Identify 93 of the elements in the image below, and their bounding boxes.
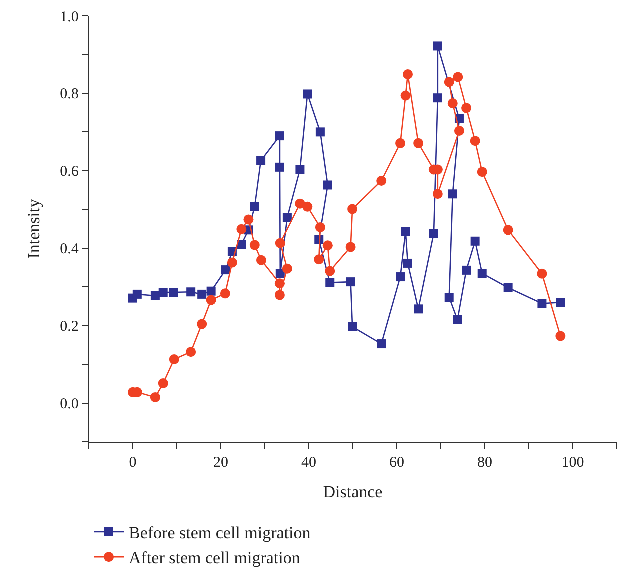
point xyxy=(132,290,142,299)
point xyxy=(377,340,386,349)
point xyxy=(429,229,438,238)
point xyxy=(396,272,406,282)
point xyxy=(150,392,160,402)
point xyxy=(169,354,180,365)
x-tick-label: 20 xyxy=(214,455,228,472)
point xyxy=(250,202,260,212)
point xyxy=(158,378,168,389)
point xyxy=(275,162,284,172)
point xyxy=(414,304,424,314)
point xyxy=(404,258,412,268)
point xyxy=(504,283,513,292)
point xyxy=(325,266,336,276)
point xyxy=(158,288,168,298)
point xyxy=(478,269,487,278)
x-tick-label: 80 xyxy=(478,455,492,472)
point xyxy=(444,77,454,88)
point xyxy=(169,288,178,298)
point xyxy=(198,290,207,299)
point xyxy=(477,167,488,178)
point xyxy=(376,176,387,186)
point xyxy=(462,266,472,275)
point xyxy=(503,225,514,236)
point xyxy=(302,202,313,212)
point xyxy=(244,214,254,225)
point xyxy=(236,224,247,234)
point xyxy=(274,290,285,300)
point xyxy=(346,278,356,287)
point xyxy=(432,189,443,200)
point xyxy=(150,292,160,300)
point xyxy=(396,138,406,148)
y-tick-label: 0.8 xyxy=(60,86,79,103)
point xyxy=(433,94,442,103)
point xyxy=(282,264,292,274)
point xyxy=(256,156,266,166)
point xyxy=(282,213,292,222)
point xyxy=(453,316,462,325)
point xyxy=(470,236,480,246)
point xyxy=(197,319,208,330)
y-tick-label: 1.0 xyxy=(60,9,79,26)
point xyxy=(433,42,442,51)
point xyxy=(250,240,260,250)
point xyxy=(401,227,410,236)
point xyxy=(403,69,413,80)
point xyxy=(400,90,411,101)
point xyxy=(348,322,358,332)
y-tick-label: 0.4 xyxy=(60,242,80,258)
point xyxy=(556,331,566,342)
point xyxy=(454,126,464,136)
point xyxy=(538,299,547,308)
point xyxy=(274,278,285,289)
x-tick-label: 100 xyxy=(562,455,584,472)
point xyxy=(462,103,472,114)
point xyxy=(537,268,548,279)
point xyxy=(227,258,238,268)
point xyxy=(322,240,333,251)
x-tick-label: 60 xyxy=(390,455,404,472)
point xyxy=(326,278,335,288)
legend-label: Before stem cell migration xyxy=(129,524,312,543)
point xyxy=(256,255,266,266)
point xyxy=(314,254,324,265)
x-tick-label: 0 xyxy=(129,455,137,472)
point xyxy=(186,288,196,297)
x-tick-label: 40 xyxy=(302,455,316,472)
point xyxy=(221,266,230,275)
y-tick-label: 0.0 xyxy=(60,396,79,413)
y-tick-label: 0.6 xyxy=(60,164,80,180)
point xyxy=(414,138,424,148)
y-tick-label: 0.2 xyxy=(60,319,79,336)
point xyxy=(276,269,285,278)
point xyxy=(303,90,312,99)
point xyxy=(186,347,196,358)
point xyxy=(348,204,358,214)
y-axis-title: Intensity xyxy=(24,198,44,259)
point xyxy=(275,132,284,141)
point xyxy=(448,190,458,199)
point xyxy=(556,298,566,308)
x-axis-title: Distance xyxy=(323,482,383,502)
point xyxy=(206,295,216,306)
legend-label: After stem cell migration xyxy=(129,548,301,568)
point xyxy=(448,98,458,109)
point xyxy=(206,286,216,296)
point xyxy=(444,293,454,302)
point xyxy=(315,222,326,232)
point xyxy=(316,128,325,137)
point xyxy=(296,165,305,174)
point xyxy=(323,180,332,190)
point xyxy=(220,288,230,299)
point xyxy=(470,136,480,146)
point xyxy=(275,238,286,248)
point xyxy=(453,72,464,82)
point xyxy=(346,242,356,252)
